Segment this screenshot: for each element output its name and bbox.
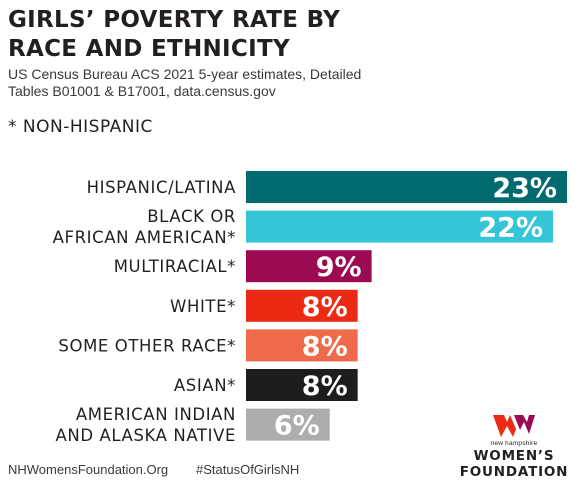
bar-4 <box>246 329 358 362</box>
bar-6 <box>246 408 330 441</box>
bar-0 <box>246 171 567 203</box>
category-label-3-0: WHITE* <box>170 297 236 316</box>
value-label-2: 9% <box>316 252 362 283</box>
source-line-2: Tables B01001 & B17001, data.census.gov <box>8 83 276 99</box>
chart-source: US Census Bureau ACS 2021 5-year estimat… <box>8 66 448 100</box>
value-label-3: 8% <box>302 292 348 323</box>
category-label-0-0: HISPANIC/LATINA <box>87 178 236 197</box>
category-label-4-0: SOME OTHER RACE* <box>58 336 236 355</box>
bar-5 <box>246 369 358 401</box>
category-label-1-1: AFRICAN AMERICAN* <box>53 228 236 247</box>
footer-hashtag: #StatusOfGirlsNH <box>196 462 300 477</box>
category-label-2-0: MULTIRACIAL* <box>114 257 236 276</box>
value-label-5: 8% <box>302 371 348 402</box>
title-line-1: GIRLS’ POVERTY RATE BY <box>8 7 341 33</box>
chart-title: GIRLS’ POVERTY RATE BY RACE AND ETHNICIT… <box>8 6 428 64</box>
value-label-1: 22% <box>478 213 543 244</box>
value-label-0: 23% <box>492 173 557 204</box>
source-line-1: US Census Bureau ACS 2021 5-year estimat… <box>8 66 362 82</box>
category-label-5-0: ASIAN* <box>174 376 236 395</box>
logo-mark-icon <box>493 415 535 437</box>
non-hispanic-note: * NON-HISPANIC <box>8 117 153 137</box>
logo-line-2: FOUNDATION <box>459 464 569 480</box>
bar-2 <box>246 250 372 283</box>
footer-website: NHWomensFoundation.Org <box>8 462 169 477</box>
logo-small-text: new hampshire <box>490 440 538 447</box>
bar-1 <box>246 210 554 243</box>
logo-line-1: WOMEN’S <box>473 448 555 464</box>
value-label-4: 8% <box>302 331 348 362</box>
bar-3 <box>246 289 358 322</box>
category-label-1-0: BLACK OR <box>147 207 236 226</box>
title-line-2: RACE AND ETHNICITY <box>8 36 290 62</box>
category-label-6-0: AMERICAN INDIAN <box>76 405 236 424</box>
womens-foundation-logo: new hampshire WOMEN’S FOUNDATION <box>458 412 570 482</box>
category-label-6-1: AND ALASKA NATIVE <box>56 426 236 445</box>
value-label-6: 6% <box>274 411 320 442</box>
